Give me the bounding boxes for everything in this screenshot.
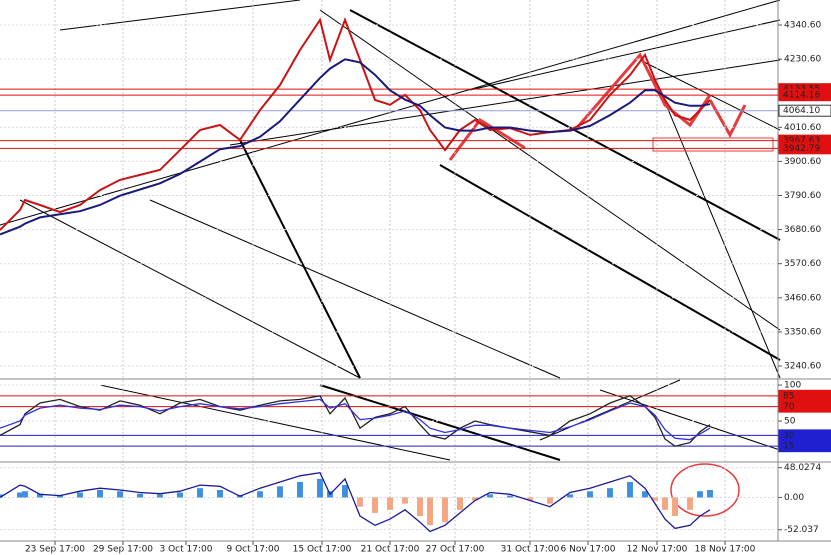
x-tick-label: 15 Oct 17:00	[293, 545, 352, 555]
histogram-bar	[472, 497, 478, 501]
y-tick-label: -52.037	[784, 525, 819, 535]
histogram-bar	[687, 497, 693, 510]
series-line	[0, 395, 711, 447]
x-tick-label: 12 Nov 17:00	[627, 545, 688, 555]
histogram-bar	[507, 495, 513, 498]
histogram-bar	[707, 490, 713, 498]
histogram-bar	[547, 497, 553, 504]
histogram-bar	[372, 497, 378, 513]
histogram-bar	[357, 497, 363, 507]
level-box	[778, 89, 831, 102]
level-box	[778, 400, 831, 413]
histogram-bar	[607, 488, 613, 498]
level-label: 85	[783, 391, 794, 401]
y-tick-label: 3570.60	[784, 259, 821, 269]
y-tick-label: 3900.60	[784, 157, 821, 167]
level-label: 4064.10	[783, 106, 820, 116]
histogram-bar	[567, 494, 573, 498]
histogram-bar	[157, 494, 163, 498]
histogram-bar	[387, 497, 393, 510]
y-tick-label: 50	[784, 417, 796, 427]
y-tick-label: 3240.60	[784, 362, 821, 372]
level-label: 30	[783, 431, 795, 441]
level-label: 3942.79	[783, 144, 820, 154]
series-line	[0, 398, 711, 441]
histogram-bar	[652, 497, 658, 501]
x-tick-label: 21 Oct 17:00	[361, 545, 420, 555]
histogram-bar	[342, 485, 348, 498]
x-tick-label: 23 Sep 17:00	[25, 545, 85, 555]
histogram-bar	[402, 497, 408, 504]
level-label: 70	[783, 402, 795, 412]
histogram-bar	[297, 481, 303, 498]
histogram-bar	[527, 497, 533, 501]
annotations	[448, 52, 774, 517]
histogram-bar	[17, 492, 23, 498]
histogram-bar	[662, 497, 668, 510]
histogram-bar	[317, 478, 323, 498]
y-tick-label: 0.00	[784, 493, 804, 503]
x-tick-label: 9 Oct 17:00	[227, 545, 280, 555]
y-tick-label: 4230.60	[784, 55, 821, 65]
histogram-bar	[177, 492, 183, 498]
histogram-bar	[642, 491, 648, 498]
x-tick-label: 18 Nov 17:00	[695, 545, 756, 555]
histogram-bar	[277, 486, 283, 498]
histogram-bar	[672, 497, 678, 517]
histogram-bar	[37, 493, 43, 498]
y-tick-label: 4010.60	[784, 123, 821, 133]
series-line	[0, 17, 711, 231]
level-box	[778, 142, 831, 155]
level-box	[778, 440, 831, 453]
histogram-bar	[457, 497, 463, 510]
x-tick-label: 29 Sep 17:00	[93, 545, 153, 555]
histogram-bar	[197, 488, 203, 498]
y-tick-label: 3680.60	[784, 225, 821, 235]
histogram-bar	[442, 497, 448, 523]
histogram-bar	[217, 490, 223, 498]
y-tick-label: 48.0274	[784, 463, 821, 473]
histogram-bar	[117, 491, 123, 498]
histogram-bar	[137, 493, 143, 498]
histogram-bar	[487, 494, 493, 498]
level-label: 15	[783, 442, 794, 452]
level-label: 4114.16	[783, 91, 820, 101]
x-tick-label: 3 Oct 17:00	[160, 545, 213, 555]
histogram-bar	[257, 491, 263, 498]
level-label: 3967.63	[783, 136, 820, 146]
y-tick-label: 3460.60	[784, 293, 821, 303]
y-tick-label: 3790.60	[784, 191, 821, 201]
histogram-bar	[427, 497, 433, 526]
y-tick-label: 100	[784, 381, 801, 391]
x-tick-label: 6 Nov 17:00	[561, 545, 616, 555]
level-box	[778, 104, 831, 117]
histogram-bar	[587, 491, 593, 498]
histogram-bar	[22, 491, 28, 498]
histogram-bar	[417, 497, 423, 517]
histogram-bar	[627, 481, 633, 498]
x-tick-label: 27 Oct 17:00	[426, 545, 485, 555]
series-line	[0, 58, 711, 236]
histogram-bar	[97, 490, 103, 498]
series-line	[0, 471, 711, 533]
y-tick-label: 4340.60	[784, 20, 821, 30]
y-tick-label: 3350.60	[784, 327, 821, 337]
x-tick-label: 31 Oct 17:00	[501, 545, 560, 555]
histogram-bar	[697, 491, 703, 498]
histogram-bar	[77, 492, 83, 498]
